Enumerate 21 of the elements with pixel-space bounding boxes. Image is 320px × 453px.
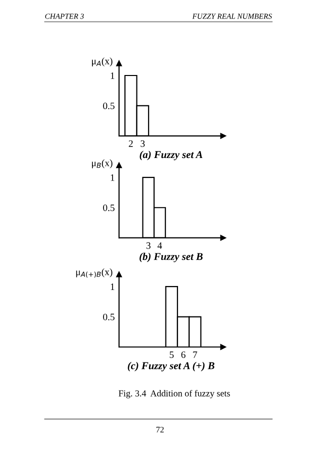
text: (b) Fuzzy set B bbox=[140, 252, 203, 262]
y-tick-label: 0.5 bbox=[103, 314, 114, 320]
y-tick-label: 1 bbox=[110, 284, 114, 290]
caption: Fig. 3.4 Addition of fuzzy sets bbox=[118, 390, 230, 398]
x-tick-label: 3 bbox=[146, 242, 150, 249]
text: (c) Fuzzy set A (+) B bbox=[128, 362, 214, 372]
x-tick-label: 3 bbox=[140, 140, 145, 147]
y-axis-title: μ$_{B}$(x) bbox=[92, 159, 112, 168]
text: 72 bbox=[156, 426, 164, 432]
y-axis-title: μ$_{A}$(x) bbox=[92, 58, 112, 66]
x-tick-label: 4 bbox=[157, 242, 162, 249]
x-tick-label: 7 bbox=[193, 352, 198, 358]
y-tick-label: 0.5 bbox=[103, 102, 114, 110]
y-tick-label: 0.5 bbox=[103, 204, 114, 212]
y-tick-label: 1 bbox=[110, 174, 114, 181]
x-tick-label: 5 bbox=[170, 352, 174, 358]
x-tick-label: 6 bbox=[181, 351, 186, 358]
text: (a) Fuzzy set A bbox=[140, 150, 202, 160]
x-tick-label: 2 bbox=[128, 140, 133, 147]
y-tick-label: 1 bbox=[110, 72, 114, 79]
y-axis-title: μ$_{A(+)B}$(x) bbox=[76, 268, 112, 278]
